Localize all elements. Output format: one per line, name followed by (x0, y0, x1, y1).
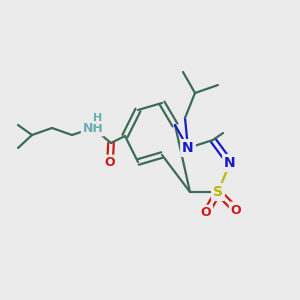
Text: H: H (93, 113, 103, 123)
Text: S: S (213, 185, 223, 199)
Text: N: N (224, 156, 236, 170)
Text: N: N (182, 141, 194, 155)
Text: O: O (231, 203, 241, 217)
Text: NH: NH (82, 122, 103, 134)
Text: O: O (201, 206, 211, 220)
Text: O: O (105, 157, 115, 169)
